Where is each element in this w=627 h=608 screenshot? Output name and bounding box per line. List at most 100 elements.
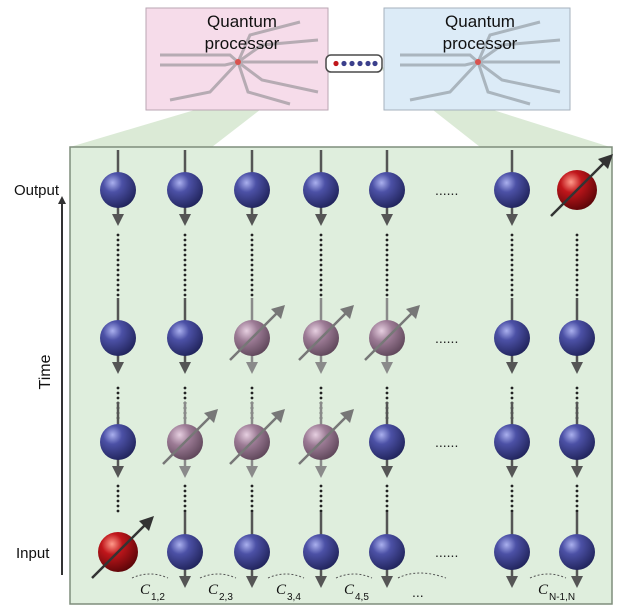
mini-lattice-icon (325, 54, 383, 73)
spacer-dot (385, 509, 389, 513)
spacer-dot (385, 396, 389, 400)
blue-spin (167, 150, 203, 226)
quantum-processor-right: Quantum processor (383, 7, 571, 111)
spacer-dot (250, 243, 254, 247)
spacer-dot (183, 499, 187, 503)
blue-spin (494, 298, 530, 374)
spacer-dot (575, 499, 579, 503)
spacer-dot (385, 238, 389, 242)
spacer-dot (183, 263, 187, 267)
spacer-dot (319, 273, 323, 277)
spacer-dot (116, 391, 120, 395)
ellipsis-label: ...... (435, 182, 458, 198)
spacer-dot (575, 268, 579, 272)
spacer-dot (250, 233, 254, 237)
coupling-text: C (140, 582, 151, 598)
spacer-dot (575, 386, 579, 390)
spacer-dot (250, 386, 254, 390)
spacer-dot (319, 509, 323, 513)
processor-left-label-line2: processor (205, 34, 280, 53)
spacer-dot (250, 396, 254, 400)
coupling-text: C (538, 582, 549, 598)
coupling-subscript: 3,4 (287, 592, 301, 603)
blue-spin (167, 298, 203, 374)
spacer-dot (183, 484, 187, 488)
spacer-dot (116, 263, 120, 267)
spacer-dot (510, 509, 514, 513)
spacer-dot (575, 396, 579, 400)
blue-spin (369, 150, 405, 226)
purple-spin (229, 402, 285, 478)
blue-spin (369, 402, 405, 478)
spacer-dot (510, 494, 514, 498)
coupling-text: ... (412, 584, 424, 600)
spacer-dot (250, 494, 254, 498)
spacer-dot (116, 268, 120, 272)
spacer-dot (250, 258, 254, 262)
projection-wedge-left (70, 62, 322, 147)
spacer-dot (510, 484, 514, 488)
spacer-dot (183, 396, 187, 400)
spacer-dot (250, 253, 254, 257)
input-label: Input (16, 545, 50, 562)
spacer-dot (575, 243, 579, 247)
blue-spin (559, 402, 595, 478)
coupling-text: C (276, 582, 287, 598)
spacer-dot (510, 248, 514, 252)
spacer-dot (510, 391, 514, 395)
spacer-dot (510, 273, 514, 277)
spacer-dot (183, 489, 187, 493)
spacer-dot (183, 268, 187, 272)
coupling-label: C N-1,N (529, 573, 575, 603)
spacer-dot (385, 233, 389, 237)
spacer-dot (319, 268, 323, 272)
spacer-dot (385, 504, 389, 508)
spacer-dot (385, 263, 389, 267)
spacer-dot (385, 391, 389, 395)
spacer-dot (250, 293, 254, 297)
spacer-dot (116, 509, 120, 513)
coupling-label: C 3,4 (267, 573, 305, 603)
spacer-dot (116, 258, 120, 262)
spacer-dot (183, 288, 187, 292)
spacer-dot (116, 396, 120, 400)
spacer-dot (250, 391, 254, 395)
spacer-dot (385, 253, 389, 257)
spacer-dot (116, 494, 120, 498)
spacer-dot (510, 288, 514, 292)
spacer-dot (510, 489, 514, 493)
spacer-dot (116, 273, 120, 277)
spacer-dot (575, 484, 579, 488)
spacer-dot (183, 386, 187, 390)
spacer-dot (116, 278, 120, 282)
red-spin (550, 154, 613, 217)
processor-left-label-line1: Quantum (207, 12, 277, 31)
spacer-dot (319, 396, 323, 400)
spacer-dot (385, 248, 389, 252)
spacer-dot (183, 238, 187, 242)
spacer-dot (385, 288, 389, 292)
spacer-dot (385, 499, 389, 503)
spacer-dot (250, 278, 254, 282)
lattice-layer: ........................ (91, 150, 613, 588)
spacer-dot (116, 233, 120, 237)
spacer-dot (319, 288, 323, 292)
spacer-dot (575, 258, 579, 262)
spacer-dot (575, 238, 579, 242)
purple-spin (364, 298, 420, 374)
spacer-dot (510, 268, 514, 272)
spacer-dot (183, 278, 187, 282)
spacer-dot (250, 504, 254, 508)
purple-spin (162, 402, 218, 478)
spacer-dot (319, 391, 323, 395)
spacer-dot (319, 504, 323, 508)
blue-spin (494, 402, 530, 478)
spacer-dot (183, 233, 187, 237)
spacer-dot (250, 499, 254, 503)
spacer-dot (319, 494, 323, 498)
spacer-dot (575, 233, 579, 237)
spacer-dot (250, 248, 254, 252)
blue-spin (234, 150, 270, 226)
spacer-dot (116, 504, 120, 508)
projection-wedge-right (372, 62, 610, 147)
